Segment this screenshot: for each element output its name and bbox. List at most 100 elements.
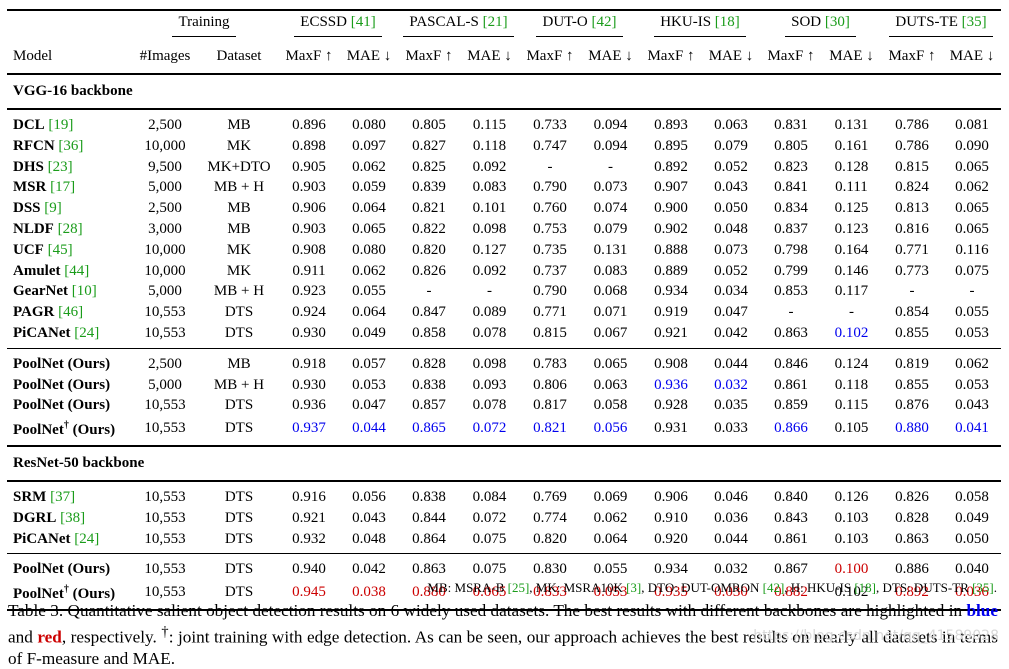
mae-cell: 0.102 — [834, 324, 869, 341]
maxf-cell: 0.896 — [292, 117, 326, 133]
maxf-cell: 0.834 — [774, 200, 808, 217]
dataset-cell: DTS — [224, 509, 254, 526]
model-name: PAGR — [13, 304, 55, 321]
dagger-mark: † — [63, 420, 69, 432]
mae-cell: 0.103 — [834, 509, 869, 526]
mae-cell: 0.128 — [834, 158, 869, 175]
maxf-cell: 0.865 — [412, 420, 446, 437]
watermark-url: https://blog.csdn.net/qq_41589028 — [753, 628, 999, 644]
maxf-cell: 0.932 — [292, 530, 326, 547]
maxf-cell: 0.900 — [654, 200, 688, 217]
images-cell: 2,500 — [130, 347, 200, 375]
maxf-cell: 0.821 — [533, 420, 567, 437]
model-name-cell: UCF [45] — [7, 240, 130, 261]
maxf-cell: 0.790 — [533, 283, 567, 300]
mae-cell: 0.036 — [943, 580, 1001, 611]
model-name-cell: GearNet [10] — [7, 281, 130, 302]
footnote-text: , DTS: DUTS-TR — [876, 580, 973, 595]
maxf-cell: 0.930 — [292, 376, 326, 393]
images-cell: 10,553 — [144, 509, 186, 526]
maxf-cell: 0.905 — [292, 158, 326, 175]
dataset-header-duts-te: DUTS-TE [35] — [889, 12, 993, 37]
citation: [9] — [44, 200, 62, 217]
citation: [24] — [74, 530, 100, 547]
maxf-cell: 0.928 — [654, 397, 688, 414]
dataset-abbreviation-footnote: MB: MSRA-B [25], MK: MSRA10K [3], DTO: D… — [427, 580, 997, 596]
images-cell: 10,553 — [144, 304, 186, 321]
images-cell: 3,000 — [148, 220, 182, 237]
mae-header: MAE ↓ — [346, 48, 392, 65]
mae-header: MAE ↓ — [588, 48, 633, 65]
maxf-header: MaxF ↑ — [767, 48, 815, 65]
mae-cell: 0.049 — [955, 509, 989, 526]
model-name: MSR — [13, 179, 47, 196]
mae-cell: 0.062 — [593, 509, 628, 526]
maxf-cell: 0.945 — [278, 580, 340, 611]
mae-cell: 0.062 — [955, 179, 989, 196]
mae-cell: 0.127 — [472, 241, 507, 258]
mae-cell: 0.117 — [834, 283, 869, 300]
maxf-cell: 0.805 — [412, 117, 446, 133]
dataset-cell: DTS — [224, 488, 254, 505]
maxf-cell: 0.825 — [412, 158, 446, 175]
highlight-word-blue: blue — [966, 601, 998, 620]
model-name: PoolNet (Ours) — [13, 561, 111, 578]
model-name-cell: PoolNet (Ours) — [7, 553, 130, 581]
maxf-cell: 0.898 — [292, 137, 326, 154]
maxf-cell: 0.831 — [774, 117, 808, 133]
maxf-cell: 0.822 — [412, 220, 446, 237]
caption-text: and — [8, 627, 38, 647]
mae-cell: 0.043 — [352, 509, 386, 526]
mae-cell: 0.030 — [702, 580, 760, 611]
maxf-cell: 0.813 — [895, 200, 929, 217]
table-row: DCL [19] 2,500 MB 0.896 0.080 0.805 0.115 0.733… — [7, 109, 1001, 136]
model-name: RFCN — [13, 137, 55, 154]
model-name-cell: DHS [23] — [7, 157, 130, 178]
citation: [24] — [74, 324, 100, 341]
maxf-cell: 0.799 — [774, 262, 808, 279]
dataset-cell: MB + H — [213, 179, 265, 196]
table-row: DSS [9] 2,500 MB 0.906 0.064 0.821 0.101 0.760 0… — [7, 198, 1001, 219]
mae-cell: 0.062 — [352, 158, 386, 175]
images-cell: 10,553 — [130, 580, 200, 611]
maxf-cell: 0.774 — [533, 509, 567, 526]
model-name: PoolNet (Ours) — [13, 376, 111, 393]
mae-cell: 0.098 — [472, 220, 507, 237]
dataset-cell: DTS — [224, 324, 254, 341]
model-name: PoolNet (Ours) — [13, 355, 111, 372]
results-table: Training ECSSD [41] PASCAL-S [21] DUT-O … — [7, 9, 1001, 611]
mae-cell: 0.042 — [714, 324, 748, 341]
maxf-cell: - — [547, 158, 553, 175]
maxf-cell: 0.857 — [412, 397, 446, 414]
mae-cell: 0.074 — [593, 200, 628, 217]
table-row: PoolNet† (Ours) 10,553 DTS 0.945 0.038 0.880 0… — [7, 580, 1001, 611]
table-row: UCF [45] 10,000 MK 0.908 0.080 0.820 0.127 0.73… — [7, 240, 1001, 261]
dataset-header-sod: SOD [30] — [785, 12, 856, 37]
dataset-column-header: Dataset — [216, 48, 262, 65]
mae-cell: 0.036 — [714, 509, 748, 526]
maxf-cell: 0.783 — [519, 347, 581, 375]
mae-cell: 0.052 — [714, 158, 748, 175]
maxf-cell: 0.921 — [654, 324, 688, 341]
group-header-row: Training ECSSD [41] PASCAL-S [21] DUT-O … — [7, 9, 1001, 38]
dataset-cell: DTS — [200, 580, 278, 611]
maxf-cell: 0.902 — [654, 220, 688, 237]
maxf-cell: 0.816 — [895, 220, 929, 237]
maxf-cell: 0.820 — [412, 241, 446, 258]
maxf-header: MaxF ↑ — [526, 48, 574, 65]
citation: [35] — [972, 580, 994, 595]
dataset-cell: MB — [227, 117, 251, 133]
citation: [10] — [71, 283, 97, 300]
citation: [44] — [64, 262, 90, 279]
mae-cell: 0.047 — [714, 304, 748, 321]
table-row: PiCANet [24] 10,553 DTS 0.932 0.048 0.864 0.07… — [7, 529, 1001, 554]
maxf-cell: - — [788, 304, 794, 321]
maxf-cell: 0.863 — [398, 553, 460, 581]
mae-cell: 0.101 — [472, 200, 507, 217]
model-name: DGRL — [13, 509, 57, 526]
maxf-cell: 0.828 — [398, 347, 460, 375]
table-row: PoolNet (Ours) 5,000 MB + H 0.930 0.053 0.838… — [7, 375, 1001, 396]
model-name: Amulet — [13, 262, 61, 279]
mae-cell: 0.064 — [352, 304, 386, 321]
maxf-cell: 0.855 — [895, 324, 929, 341]
